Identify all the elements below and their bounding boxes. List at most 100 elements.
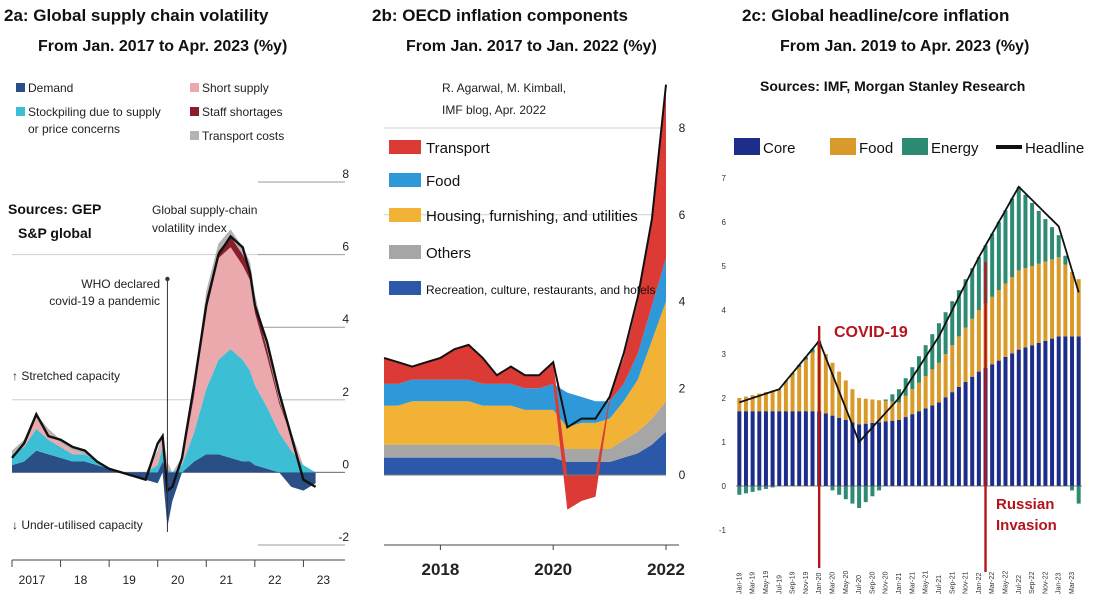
bar-energy [843, 486, 848, 500]
bar-core [1050, 338, 1055, 486]
bar-food [950, 345, 955, 393]
legend-label-recreation-culture-restaurants-and-hotels: Recreation, culture, restaurants, and ho… [426, 283, 655, 297]
x-tick-label: 2020 [534, 560, 572, 579]
panel-2c: 2c: Global headline/core inflation From … [704, 0, 1094, 600]
bar-energy [837, 486, 842, 495]
bar-core [757, 411, 762, 486]
x-tick-label: Jul-19 [776, 575, 783, 594]
sources-line-2: S&P global [18, 225, 92, 241]
bar-food [1036, 263, 1041, 343]
y-tick-label: 2 [342, 385, 349, 399]
bar-food [1050, 259, 1055, 339]
legend-label-stockpiling-due-to-supply-or-price-concerns: or price concerns [28, 122, 120, 136]
bar-food [1030, 266, 1035, 346]
bar-food [890, 401, 895, 421]
x-tick-label: May-19 [763, 571, 770, 594]
who-label-line-2: covid-19 a pandemic [49, 294, 160, 308]
bar-energy [897, 389, 902, 403]
bar-core [743, 411, 748, 486]
bar-core [750, 411, 755, 486]
panel-2a: 2a: Global supply chain volatility From … [0, 0, 364, 600]
x-tick-label: 2017 [19, 573, 46, 587]
x-tick-label: Jan-20 [816, 572, 823, 594]
y-tick-label: 7 [722, 174, 727, 183]
bar-core [956, 387, 961, 486]
x-tick-label: 2022 [647, 560, 685, 579]
bar-food [990, 296, 995, 365]
bar-core [843, 420, 848, 486]
bar-energy [763, 486, 768, 489]
chart-title: 2b: OECD inflation components [372, 6, 628, 25]
y-tick-label: 3 [722, 350, 727, 359]
index-label-line-1: Global supply-chain [152, 203, 257, 217]
index-label-line-2: volatility index [152, 221, 227, 235]
bar-food [757, 393, 762, 412]
bar-food [1010, 277, 1015, 354]
y-tick-label: 0 [722, 482, 727, 491]
bar-food [790, 374, 795, 412]
x-tick-label: Jan-21 [896, 572, 903, 594]
bar-food [743, 396, 748, 412]
area-demand [12, 450, 316, 527]
bar-energy [850, 486, 855, 504]
bar-food [810, 352, 815, 412]
bar-core [1043, 340, 1048, 486]
bar-energy [950, 301, 955, 346]
bar-energy [750, 486, 755, 492]
bar-core [1003, 356, 1008, 486]
y-tick-label: 4 [722, 306, 727, 315]
legend-swatch-food [830, 138, 856, 155]
bar-core [863, 423, 868, 486]
legend-label-housing-furnishing-and-utilities: Housing, furnishing, and utilities [426, 208, 638, 225]
bar-energy [1063, 255, 1068, 265]
bar-food [963, 327, 968, 382]
legend-label-transport-costs: Transport costs [202, 129, 284, 143]
x-tick-label: Jan-22 [976, 572, 983, 594]
bar-energy [963, 279, 968, 328]
x-tick-label: Nov-19 [803, 571, 810, 594]
bar-energy [1036, 211, 1041, 264]
bar-core [850, 422, 855, 486]
bar-energy [883, 399, 888, 401]
bar-food [897, 402, 902, 420]
chart-subtitle: From Jan. 2019 to Apr. 2023 (%y) [780, 38, 1029, 55]
bar-core [990, 364, 995, 486]
bar-core [877, 422, 882, 486]
bar-food [850, 389, 855, 423]
bar-energy [1056, 235, 1061, 258]
bar-energy [956, 290, 961, 337]
legend-label-food: Food [859, 140, 893, 157]
bar-food [970, 318, 975, 377]
legend-label-demand: Demand [28, 81, 73, 95]
bar-food [783, 381, 788, 412]
bar-food [976, 310, 981, 372]
bar-energy [936, 323, 941, 363]
x-tick-label: Nov-21 [963, 571, 970, 594]
x-tick-label: Jul-21 [936, 575, 943, 594]
bar-food [737, 398, 742, 412]
area-stockpiling-due-to-supply-or-price-concerns [12, 349, 316, 473]
x-tick-label: Jan-19 [736, 572, 743, 594]
legend-swatch-transport [389, 140, 421, 154]
headline-line [739, 185, 1080, 444]
chart-2c: 2c: Global headline/core inflation From … [719, 6, 1084, 594]
bar-energy [930, 334, 935, 370]
x-tick-label: Jul-20 [856, 575, 863, 594]
legend-swatch-staff-shortages [190, 107, 199, 116]
bar-food [763, 392, 768, 412]
bar-energy [1023, 194, 1028, 269]
y-tick-label: 8 [342, 167, 349, 181]
bar-core [1023, 347, 1028, 486]
who-marker-dot [165, 276, 170, 282]
x-tick-label: May-22 [1002, 571, 1009, 594]
bar-food [863, 398, 868, 424]
chart-2b: 2b: OECD inflation components From Jan. … [372, 6, 686, 579]
bar-food [823, 354, 828, 414]
bar-food [910, 389, 915, 415]
russia-label-line-2: Invasion [996, 517, 1057, 534]
chart-title: 2a: Global supply chain volatility [4, 6, 269, 25]
bar-food [1016, 270, 1021, 350]
legend-swatch-stockpiling-due-to-supply-or-price-concerns [16, 107, 25, 116]
bar-food [930, 369, 935, 406]
